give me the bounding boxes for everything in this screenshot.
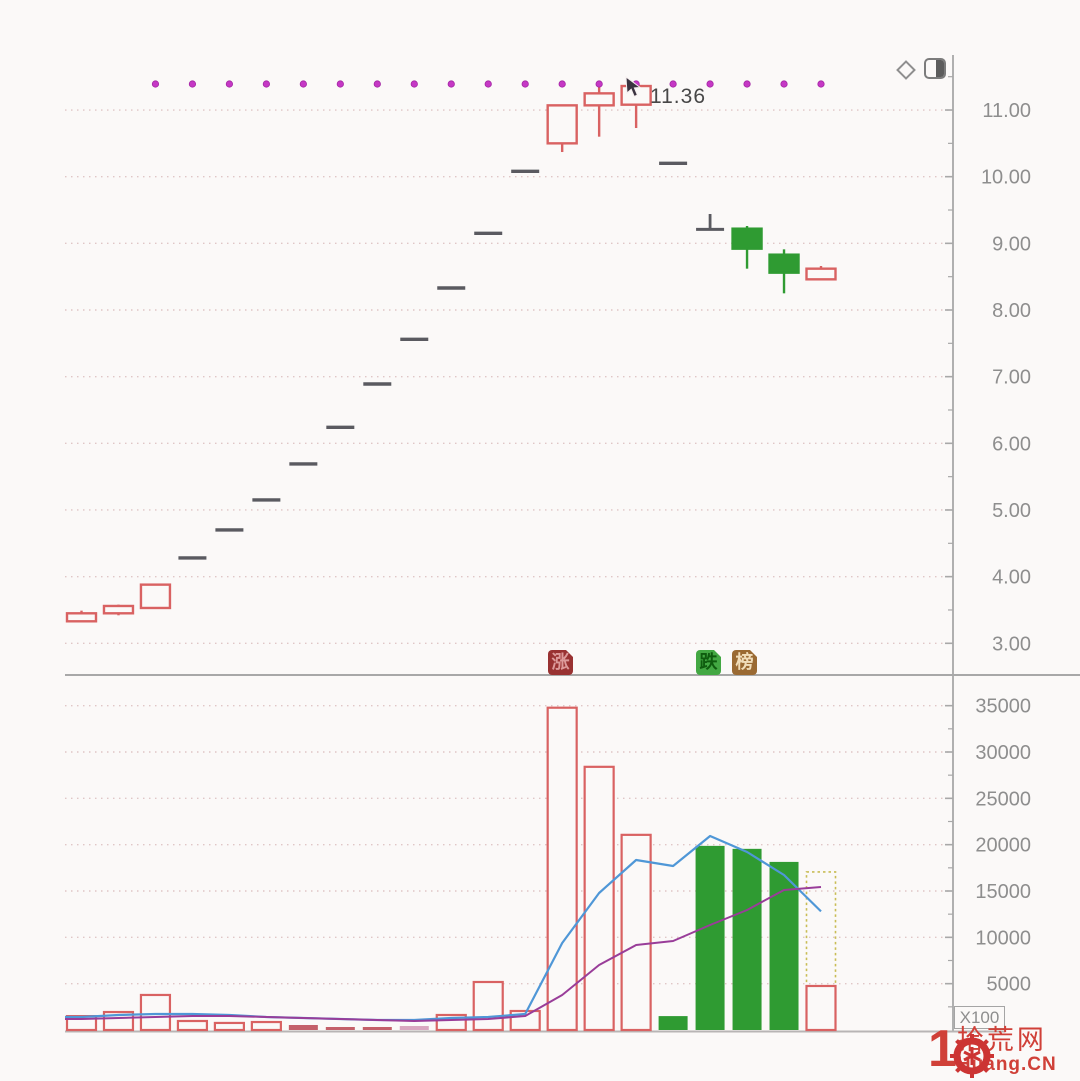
volume-bar [213, 1021, 245, 1032]
volume-bar [620, 833, 652, 1032]
volume-bar [658, 1016, 688, 1030]
volume-bar [362, 1027, 392, 1030]
price-axis-label: 5.00 [992, 500, 1031, 522]
limit-up-dot [373, 80, 381, 88]
volume-axis-label: 30000 [975, 742, 1031, 764]
limit-up-dot [743, 80, 751, 88]
volume-bar [805, 984, 837, 1032]
price-axis-label: 6.00 [992, 433, 1031, 455]
limit-up-dot [262, 80, 270, 88]
volume-axis-label: 15000 [975, 881, 1031, 903]
limit-up-dot [410, 80, 418, 88]
limit-up-dot [595, 80, 603, 88]
volume-ma10-line [65, 886, 822, 1022]
panel-split-icon[interactable] [924, 58, 946, 79]
volume-bar [732, 848, 762, 1030]
volume-bar [546, 706, 578, 1032]
mouse-cursor-icon [625, 75, 649, 105]
volume-bar [288, 1024, 318, 1030]
gear-zero-icon [949, 1033, 995, 1081]
volume-bar [583, 765, 615, 1032]
limit-up-dot [669, 80, 677, 88]
watermark-logo-one: 1 [928, 1020, 957, 1078]
high-price-label: 11.36 [650, 85, 706, 108]
volume-bar [139, 993, 172, 1032]
volume-bar [472, 980, 504, 1032]
volume-axis-label: 10000 [975, 927, 1031, 949]
volume-unit-label: X100 [954, 1006, 1005, 1029]
volume-bar [250, 1020, 282, 1032]
limit-up-dot [225, 80, 233, 88]
volume-axis-label: 25000 [975, 788, 1031, 810]
volume-bar [399, 1026, 429, 1030]
volume-ma5-line [65, 834, 822, 1022]
limit-up-dot [521, 80, 529, 88]
badge-board[interactable]: 榜 [732, 650, 757, 675]
volume-bar [176, 1019, 209, 1032]
candle-body [546, 104, 578, 145]
limit-up-dot [299, 80, 307, 88]
limit-up-dot [188, 80, 197, 88]
price-axis-label: 10.00 [981, 167, 1031, 189]
axis-labels: 11.00 10.00 9.00 8.00 7.00 6.00 5.00 4.00 3.00 35… [945, 76, 1032, 1008]
price-axis-label: 8.00 [992, 300, 1031, 322]
price-axis-label: 4.00 [992, 567, 1031, 589]
volume-bar [102, 1010, 135, 1032]
watermark-logo: 1 [928, 1023, 994, 1078]
limit-up-dot [447, 80, 455, 88]
candle-body [768, 253, 800, 274]
limit-up-dot [558, 80, 566, 88]
limit-up-dots [151, 80, 825, 88]
limit-up-dot [817, 80, 825, 88]
volume-axis-label: 20000 [975, 835, 1031, 857]
watermark: 1 拾荒网 Huang.CN [928, 1023, 1057, 1078]
candle-body [731, 227, 763, 250]
panel-split-icon-fill [936, 60, 944, 77]
limit-up-dot [780, 80, 788, 88]
volume-bar [695, 845, 725, 1030]
price-axis-label: 9.00 [992, 233, 1031, 255]
candles [65, 81, 837, 623]
volume-bars [65, 706, 837, 1032]
candle-body [805, 267, 837, 281]
candle-body [583, 92, 615, 107]
volume-bar [769, 861, 799, 1030]
price-axis-label: 3.00 [992, 633, 1031, 655]
volume-axis-label: 35000 [975, 696, 1031, 718]
badge-rise[interactable]: 涨 [548, 650, 573, 675]
candle-body [65, 612, 98, 623]
candle-body [139, 583, 172, 610]
volume-axis-label: 5000 [987, 974, 1032, 996]
candle-body [102, 604, 135, 615]
price-axis-label: 7.00 [992, 367, 1031, 389]
gridlines [65, 109, 951, 985]
limit-up-dot [706, 80, 714, 88]
limit-up-dot [336, 80, 344, 88]
badge-fall[interactable]: 跌 [696, 650, 721, 675]
price-axis-label: 11.00 [982, 100, 1031, 122]
volume-bar [325, 1027, 355, 1030]
limit-up-dot [151, 80, 160, 88]
limit-up-dot [484, 80, 492, 88]
